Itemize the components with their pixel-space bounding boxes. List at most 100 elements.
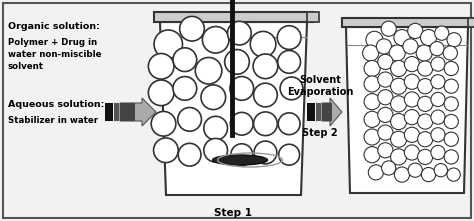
Ellipse shape <box>212 155 267 165</box>
Bar <box>105 103 113 121</box>
Text: Polymer + Drug in
water non-miscible
solvent: Polymer + Drug in water non-miscible sol… <box>8 38 101 70</box>
Circle shape <box>431 110 445 124</box>
Circle shape <box>148 80 174 106</box>
Circle shape <box>378 90 393 105</box>
Circle shape <box>447 168 460 181</box>
Text: Organic solution:: Organic solution: <box>8 22 100 31</box>
Circle shape <box>444 61 458 76</box>
Circle shape <box>404 127 419 142</box>
Circle shape <box>202 27 229 53</box>
Circle shape <box>148 53 174 79</box>
Circle shape <box>178 107 201 131</box>
Text: Step 1: Step 1 <box>214 208 252 218</box>
Circle shape <box>418 61 433 76</box>
Circle shape <box>431 57 445 71</box>
Circle shape <box>231 144 253 166</box>
Circle shape <box>431 128 445 142</box>
Circle shape <box>434 164 447 177</box>
Circle shape <box>418 96 433 111</box>
Circle shape <box>447 33 461 47</box>
Circle shape <box>364 94 380 110</box>
Circle shape <box>278 113 300 135</box>
Circle shape <box>204 138 228 162</box>
Circle shape <box>391 96 407 112</box>
Bar <box>307 103 315 121</box>
FancyArrow shape <box>322 98 342 126</box>
Circle shape <box>378 125 393 140</box>
Circle shape <box>420 30 437 46</box>
Circle shape <box>443 46 457 60</box>
Circle shape <box>280 77 303 100</box>
Circle shape <box>254 141 277 164</box>
Circle shape <box>363 45 379 61</box>
Text: Solvent
Evaporation: Solvent Evaporation <box>287 75 353 97</box>
Circle shape <box>254 112 277 136</box>
Circle shape <box>418 132 433 147</box>
Circle shape <box>364 76 380 92</box>
Circle shape <box>376 39 392 54</box>
Circle shape <box>225 50 249 74</box>
Circle shape <box>394 30 410 46</box>
Circle shape <box>431 92 445 107</box>
FancyArrow shape <box>322 103 332 121</box>
Circle shape <box>391 149 407 165</box>
Circle shape <box>180 16 204 41</box>
Circle shape <box>228 21 251 45</box>
Circle shape <box>389 45 405 61</box>
Circle shape <box>444 114 458 129</box>
Circle shape <box>173 48 197 72</box>
Circle shape <box>391 78 407 94</box>
Circle shape <box>430 42 444 56</box>
Circle shape <box>421 168 436 182</box>
Circle shape <box>444 132 458 146</box>
Circle shape <box>404 92 419 107</box>
Circle shape <box>254 83 277 107</box>
Polygon shape <box>468 18 474 27</box>
FancyArrow shape <box>120 103 135 121</box>
Bar <box>154 12 313 22</box>
Circle shape <box>404 74 419 89</box>
Circle shape <box>391 61 407 76</box>
Circle shape <box>173 76 197 100</box>
Circle shape <box>444 150 458 164</box>
FancyArrow shape <box>120 98 156 126</box>
Text: Aqueous solution:: Aqueous solution: <box>8 100 104 109</box>
Circle shape <box>250 31 276 57</box>
Circle shape <box>404 110 419 125</box>
Circle shape <box>418 79 433 94</box>
Circle shape <box>444 79 458 93</box>
Circle shape <box>201 85 226 110</box>
Circle shape <box>378 143 393 158</box>
Text: Stabilizer in water: Stabilizer in water <box>8 116 98 125</box>
Circle shape <box>431 75 445 89</box>
Bar <box>342 18 472 27</box>
Circle shape <box>378 54 393 69</box>
Circle shape <box>151 111 176 136</box>
Circle shape <box>381 21 396 36</box>
Circle shape <box>431 145 445 160</box>
Circle shape <box>404 145 419 160</box>
Polygon shape <box>307 12 319 22</box>
Bar <box>114 103 119 121</box>
Circle shape <box>178 143 201 166</box>
Circle shape <box>277 26 301 50</box>
Circle shape <box>382 161 396 175</box>
Circle shape <box>378 107 393 122</box>
Circle shape <box>230 112 253 135</box>
Circle shape <box>154 138 178 163</box>
Polygon shape <box>346 27 468 193</box>
Bar <box>316 103 321 121</box>
Circle shape <box>394 167 410 182</box>
Circle shape <box>364 129 380 145</box>
Circle shape <box>418 149 433 164</box>
Circle shape <box>391 131 407 147</box>
Circle shape <box>366 31 383 48</box>
Circle shape <box>230 76 254 100</box>
Circle shape <box>416 45 432 61</box>
Circle shape <box>403 39 418 54</box>
Circle shape <box>404 57 419 72</box>
Circle shape <box>278 51 301 73</box>
Polygon shape <box>160 22 307 195</box>
Circle shape <box>408 23 423 38</box>
Circle shape <box>378 72 393 87</box>
